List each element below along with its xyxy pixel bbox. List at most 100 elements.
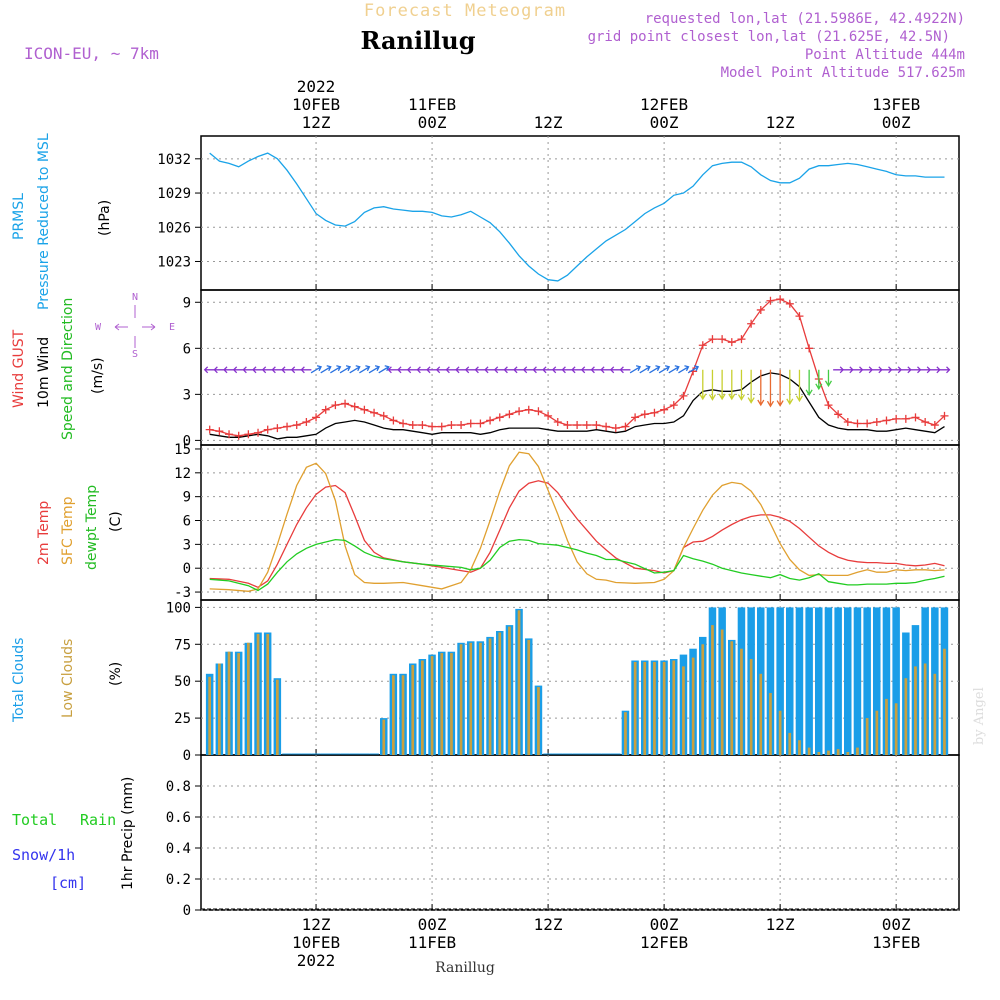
low-cloud-bar (421, 660, 424, 755)
wind-direction-arrow (561, 366, 573, 374)
time-axis-bottom-label: 12FEB (640, 933, 688, 952)
wind-direction-arrow (320, 365, 332, 374)
time-axis-top-label: 12FEB (640, 95, 688, 114)
wind-direction-arrow (522, 366, 534, 374)
temp-label-3: dewpt Temp (84, 485, 100, 570)
wind-direction-arrow (920, 366, 932, 374)
y-tick-label: 15 (174, 442, 191, 458)
gust-point-marker (863, 419, 872, 428)
gust-point-marker (698, 341, 707, 350)
wind-direction-arrow (464, 366, 476, 374)
total-cloud-bar (834, 607, 842, 755)
wind-label-1: Wind GUST (11, 329, 27, 408)
gust-point-marker (776, 295, 785, 304)
wind-direction-arrow (513, 366, 525, 374)
gust-point-marker (563, 421, 572, 430)
grid-point-coords: grid point closest lon,lat (21.625E, 42.… (588, 29, 950, 45)
compass-arrows (114, 305, 156, 348)
gust-point-marker (418, 421, 427, 430)
wind-direction-arrow (871, 366, 883, 374)
wind-direction-arrow (261, 366, 273, 374)
precip-label-rain: Rain (80, 811, 116, 829)
time-axis-top-label: 12Z (766, 113, 795, 132)
low-cloud-bar (624, 712, 627, 755)
y-tick-label: 75 (174, 637, 191, 653)
time-axis-bottom-label: 13FEB (872, 933, 920, 952)
time-axis-top-label: 12Z (302, 113, 331, 132)
gust-point-marker (650, 408, 659, 417)
gust-point-marker (611, 424, 620, 433)
wind-direction-arrow (551, 366, 563, 374)
low-cloud-bar (208, 676, 211, 755)
wind-direction-arrow (484, 366, 496, 374)
low-cloud-bar (759, 673, 763, 755)
wind-direction-arrow (833, 366, 845, 374)
low-cloud-bar (488, 638, 492, 755)
gust-point-marker (573, 421, 582, 430)
low-cloud-bar (498, 632, 502, 755)
low-cloud-bar (846, 752, 850, 755)
y-tick-label: 1023 (157, 254, 191, 270)
compass-e: E (169, 322, 175, 333)
gust-point-marker (524, 405, 533, 414)
low-cloud-bar (943, 648, 946, 755)
low-cloud-bar (730, 641, 734, 755)
low-cloud-bar (836, 749, 840, 755)
low-cloud-bar (933, 673, 937, 755)
low-cloud-bar (682, 666, 685, 755)
gust-point-marker (244, 430, 253, 439)
wind-label-3: Speed and Direction (60, 298, 76, 440)
wind-direction-arrow (757, 369, 765, 407)
gust-point-marker (205, 425, 214, 434)
low-cloud-bar (392, 675, 395, 755)
gust-point-marker (254, 428, 263, 437)
gust-point-marker (882, 416, 891, 425)
wind-direction-arrow (600, 366, 612, 374)
plot-layer: 10231026102910320369-3036912150255075100… (157, 77, 960, 970)
low-cloud-bar (508, 626, 511, 755)
gust-point-marker (805, 344, 814, 353)
precip-label-snow: Snow/1h (12, 846, 75, 864)
wind-direction-arrow (281, 366, 293, 374)
wind-direction-arrow (387, 366, 399, 374)
gust-point-marker (766, 296, 775, 305)
gust-point-marker (457, 421, 466, 430)
gust-point-marker (785, 299, 794, 308)
wind-direction-arrow (658, 365, 671, 374)
gust-point-marker (283, 422, 292, 431)
wind-direction-arrow (542, 366, 554, 374)
footer-location: Ranillug (435, 960, 495, 976)
gust-point-marker (360, 405, 369, 414)
gust-point-marker (225, 430, 234, 439)
y-tick-label: 0.4 (166, 841, 191, 857)
gust-point-marker (824, 401, 833, 410)
low-cloud-bar (469, 642, 473, 755)
gust-point-marker (669, 401, 678, 410)
gust-point-marker (708, 335, 717, 344)
requested-coords: requested lon,lat (21.5986E, 42.4922N) (645, 11, 965, 27)
gust-point-marker (495, 413, 504, 422)
y-tick-label: 0 (183, 748, 191, 764)
gust-point-marker (660, 405, 669, 414)
wind-direction-arrow (532, 366, 544, 374)
wind-direction-arrow (252, 366, 264, 374)
wind-direction-arrow (242, 366, 254, 374)
gust-point-marker (940, 411, 949, 420)
gust-point-marker (399, 419, 408, 428)
gust-point-marker (476, 419, 485, 428)
y-tick-label: 6 (183, 514, 191, 530)
wind-direction-arrow (310, 365, 322, 374)
gust-point-marker (602, 422, 611, 431)
wind-direction-arrow (339, 365, 352, 374)
wind-10m-series-line (209, 372, 945, 440)
wind-direction-arrow (737, 369, 746, 401)
y-tick-label: 6 (183, 341, 191, 357)
gust-point-marker (234, 431, 243, 440)
precip-label-total: Total (12, 811, 57, 829)
low-cloud-bar (914, 666, 917, 755)
low-cloud-bar (865, 718, 869, 755)
wind-direction-arrow (330, 365, 342, 374)
wind-direction-arrow (910, 366, 922, 374)
gust-point-marker (466, 419, 475, 428)
